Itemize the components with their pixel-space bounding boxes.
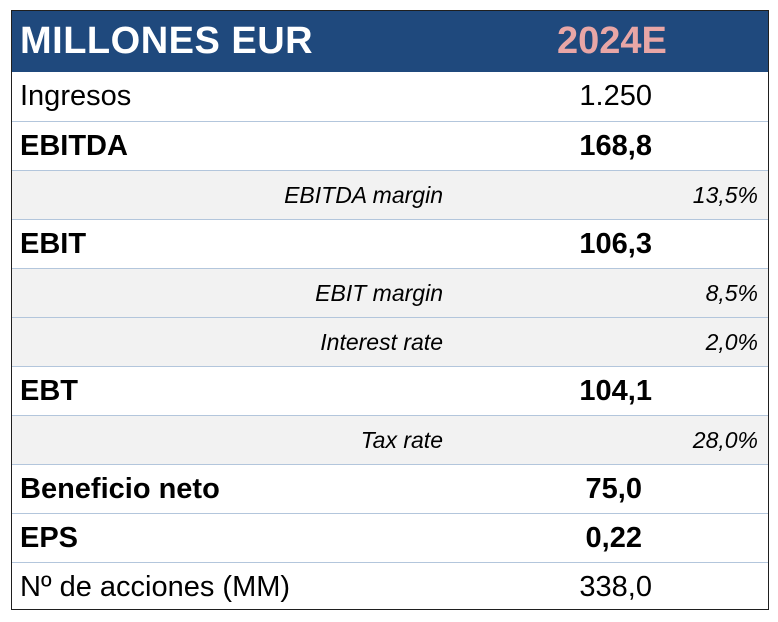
row-value: 106,3	[579, 228, 652, 260]
row-acciones: Nº de acciones (MM) 338,0	[12, 562, 768, 609]
row-eps: EPS 0,22	[12, 513, 768, 562]
row-value: 168,8	[579, 130, 652, 162]
row-value: 0,22	[585, 522, 642, 554]
row-beneficio-neto: Beneficio neto 75,0	[12, 464, 768, 513]
row-label: EBIT margin	[315, 280, 443, 306]
row-value: 104,1	[579, 375, 652, 407]
row-ebit: EBIT 106,3	[12, 219, 768, 268]
financial-table: MILLONES EUR 2024E Ingresos 1.250 EBITDA…	[11, 10, 769, 610]
row-ebitda: EBITDA 168,8	[12, 121, 768, 170]
row-label: EPS	[20, 522, 79, 554]
row-ebitda-margin: EBITDA margin 13,5%	[12, 170, 768, 219]
row-label: Beneficio neto	[20, 473, 220, 505]
row-label: Interest rate	[320, 329, 443, 355]
row-value: 75,0	[585, 473, 642, 505]
row-ingresos: Ingresos 1.250	[12, 72, 768, 121]
row-label: EBITDA	[20, 130, 128, 162]
row-label: EBT	[20, 375, 78, 407]
row-ebt: EBT 104,1	[12, 366, 768, 415]
row-value: 13,5%	[692, 182, 758, 208]
row-label: EBIT	[20, 228, 87, 260]
row-value: 1.250	[579, 80, 652, 112]
row-value: 8,5%	[705, 280, 758, 306]
row-label: Tax rate	[360, 427, 443, 453]
row-label: EBITDA margin	[284, 182, 443, 208]
row-label: Nº de acciones (MM)	[20, 571, 291, 603]
header-year: 2024E	[557, 20, 667, 62]
row-ebit-margin: EBIT margin 8,5%	[12, 268, 768, 317]
table-header: MILLONES EUR 2024E	[12, 11, 768, 72]
row-value: 338,0	[579, 571, 652, 603]
row-value: 2,0%	[705, 329, 758, 355]
row-value: 28,0%	[692, 427, 758, 453]
row-tax-rate: Tax rate 28,0%	[12, 415, 768, 464]
row-label: Ingresos	[20, 80, 132, 112]
header-title: MILLONES EUR	[20, 20, 314, 62]
row-interest-rate: Interest rate 2,0%	[12, 317, 768, 366]
